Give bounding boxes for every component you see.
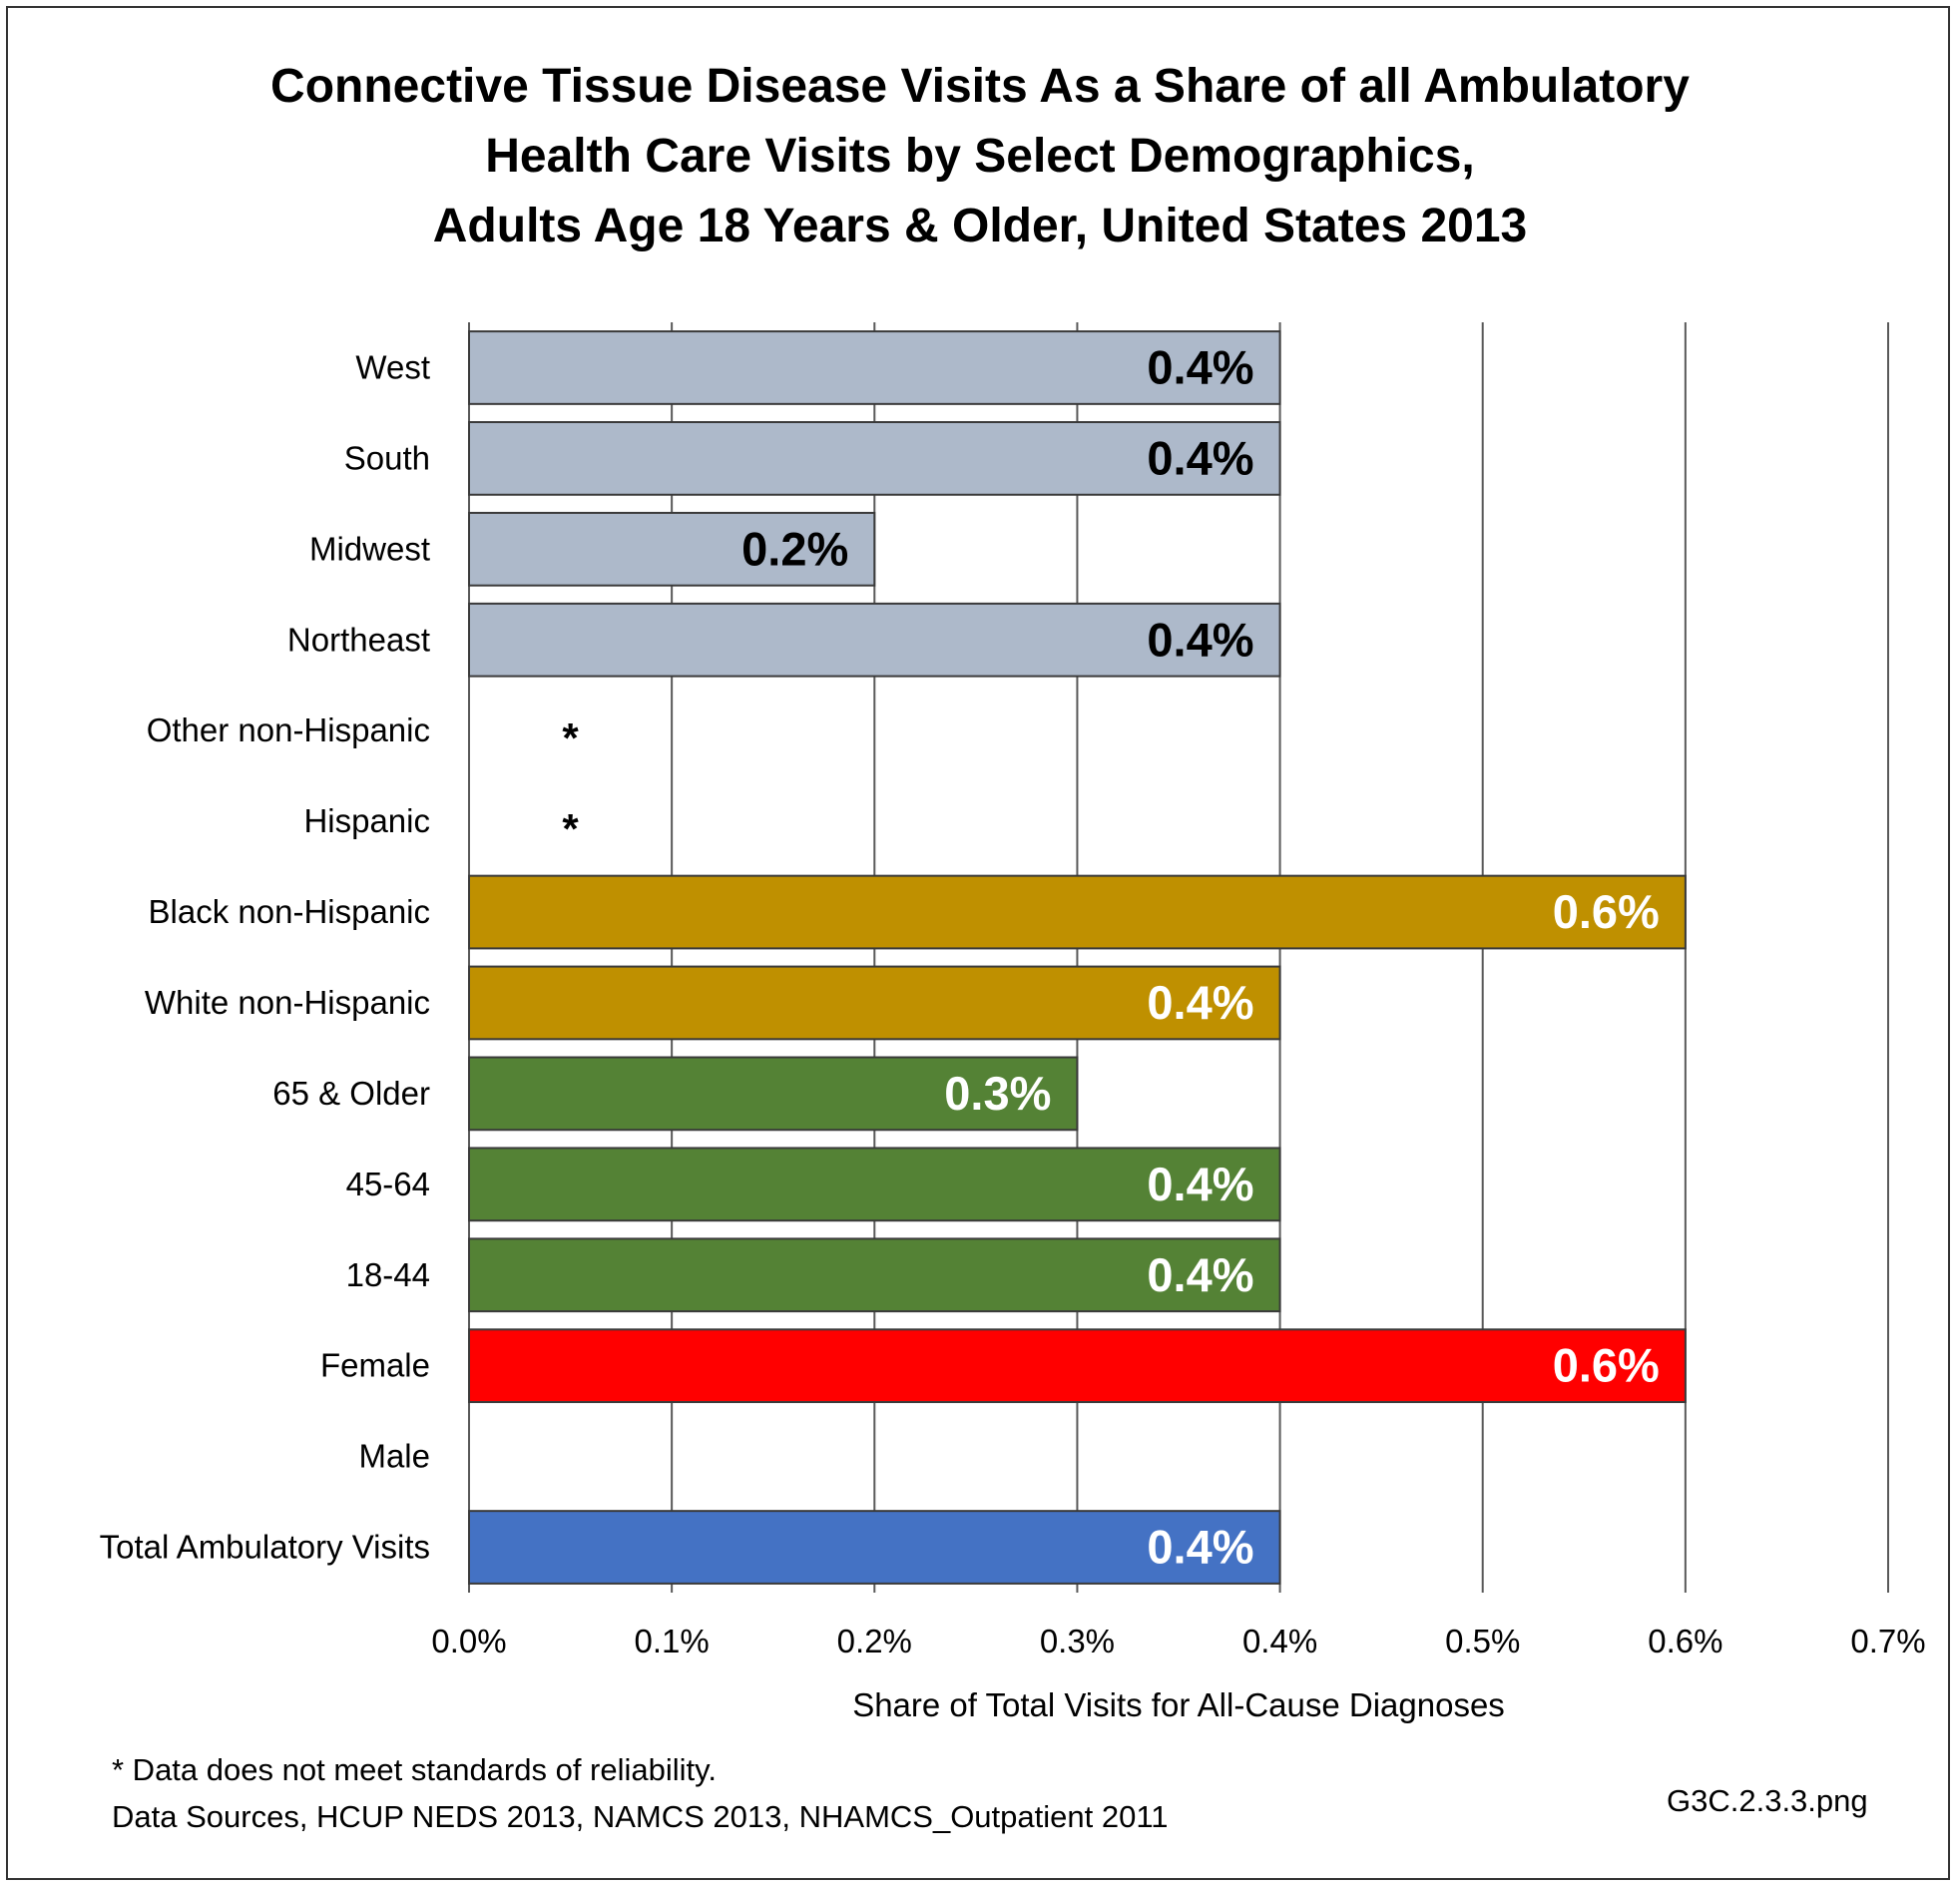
category-label: Male	[358, 1438, 430, 1475]
data-label: 0.4%	[1147, 976, 1253, 1029]
chart-title-line-1: Connective Tissue Disease Visits As a Sh…	[270, 60, 1690, 113]
data-label: 0.6%	[1553, 1339, 1660, 1392]
x-tick-label: 0.0%	[431, 1623, 506, 1659]
chart-title-line-2: Health Care Visits by Select Demographic…	[485, 130, 1475, 183]
file-id-label: G3C.2.3.3.png	[1667, 1783, 1868, 1818]
category-label: Other non-Hispanic	[147, 711, 430, 748]
category-label: Midwest	[309, 530, 430, 567]
category-labels: West South Midwest Northeast Other non-Hispa…	[100, 348, 430, 1565]
category-label: Total Ambulatory Visits	[100, 1529, 430, 1566]
category-label: South	[344, 439, 430, 476]
x-tick-labels: 0.0% 0.1% 0.2% 0.3% 0.4% 0.5% 0.6% 0.7%	[431, 1623, 1925, 1659]
reliability-footnote: * Data does not meet standards of reliab…	[112, 1752, 717, 1787]
category-label: 65 & Older	[272, 1075, 430, 1112]
chart-title-line-3: Adults Age 18 Years & Older, United Stat…	[432, 200, 1528, 252]
category-label: Northeast	[287, 621, 430, 658]
x-tick-label: 0.7%	[1850, 1623, 1925, 1659]
category-label: West	[355, 348, 430, 385]
bars: 0.4% 0.4% 0.2% 0.4% * * 0.6% 0.4% 0.3% 0.4% 0.4% 0.…	[468, 330, 1687, 1585]
category-label: White non-Hispanic	[145, 984, 430, 1021]
data-label: 0.4%	[1147, 613, 1253, 666]
bar	[468, 1328, 1687, 1404]
bar	[468, 511, 876, 587]
bar	[468, 1510, 1281, 1585]
chart-title: Connective Tissue Disease Visits As a Sh…	[0, 52, 1960, 261]
bar	[468, 602, 1281, 678]
data-label: 0.3%	[944, 1067, 1051, 1120]
data-label: 0.4%	[1147, 1521, 1253, 1574]
x-axis-label: Share of Total Visits for All-Cause Diag…	[852, 1686, 1505, 1723]
x-tick-label: 0.1%	[635, 1623, 710, 1659]
category-label: 18-44	[346, 1256, 430, 1293]
bar	[468, 421, 1281, 496]
category-label: Female	[320, 1347, 430, 1384]
data-label: 0.2%	[741, 522, 848, 575]
x-tick-label: 0.2%	[837, 1623, 912, 1659]
data-sources-footnote: Data Sources, HCUP NEDS 2013, NAMCS 2013…	[112, 1799, 1169, 1834]
data-label: 0.4%	[1147, 1158, 1253, 1210]
x-tick-label: 0.5%	[1445, 1623, 1520, 1659]
reliability-asterisk: *	[562, 714, 579, 761]
bar	[468, 874, 1687, 950]
bar	[468, 1056, 1079, 1132]
bar	[468, 1147, 1281, 1222]
category-label: Black non-Hispanic	[149, 893, 430, 930]
data-label: 0.4%	[1147, 340, 1253, 393]
bar	[468, 965, 1281, 1041]
data-label: 0.4%	[1147, 431, 1253, 484]
category-label: 45-64	[346, 1166, 430, 1202]
reliability-asterisk: *	[562, 805, 579, 852]
x-tick-label: 0.3%	[1040, 1623, 1115, 1659]
data-label: 0.6%	[1553, 885, 1660, 938]
x-tick-label: 0.6%	[1648, 1623, 1722, 1659]
bar	[468, 1237, 1281, 1313]
category-label: Hispanic	[303, 802, 430, 839]
bar	[468, 330, 1281, 405]
x-tick-label: 0.4%	[1242, 1623, 1317, 1659]
data-label: 0.4%	[1147, 1248, 1253, 1301]
